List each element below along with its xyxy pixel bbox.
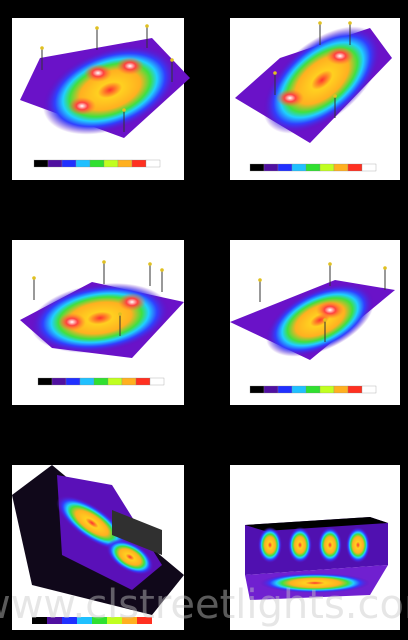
panel <box>12 465 184 630</box>
legend-swatch <box>103 159 119 168</box>
legend-swatch <box>37 377 53 386</box>
legend-swatch <box>291 385 307 394</box>
legend-swatch <box>135 377 151 386</box>
legend-swatch <box>305 163 321 172</box>
hot-spot <box>116 57 144 75</box>
luminaire <box>118 312 122 316</box>
legend-swatch <box>361 385 377 394</box>
legend-swatch <box>347 163 363 172</box>
panel <box>230 18 400 180</box>
luminaire <box>383 266 387 270</box>
legend-swatch <box>249 385 265 394</box>
legend-swatch <box>47 159 63 168</box>
legend-swatch <box>319 385 335 394</box>
heat-area <box>318 527 342 563</box>
legend-swatch <box>92 617 107 624</box>
heat-area <box>346 527 370 563</box>
luminaire <box>148 262 152 266</box>
panel <box>12 240 184 405</box>
wall-top <box>245 517 388 531</box>
legend-swatch <box>117 159 133 168</box>
luminaire <box>273 71 277 75</box>
legend-swatch <box>77 617 92 624</box>
legend-swatch <box>121 377 137 386</box>
panel <box>230 240 400 405</box>
legend-swatch <box>137 617 152 624</box>
legend-swatch <box>319 163 335 172</box>
legend-swatch <box>347 385 363 394</box>
legend-swatch <box>249 163 265 172</box>
heat-area <box>265 283 375 357</box>
watermark: www.clstreetlights.com <box>0 582 408 628</box>
legend-swatch <box>75 159 91 168</box>
hot-spot <box>58 313 86 331</box>
legend-swatch <box>277 385 293 394</box>
hot-spot <box>316 301 344 319</box>
legend-swatch <box>89 159 105 168</box>
panel <box>12 18 190 180</box>
heat-area <box>288 527 312 563</box>
luminaire <box>102 260 106 264</box>
hot-spot <box>68 97 96 115</box>
legend-swatch <box>131 159 147 168</box>
legend-swatch <box>263 163 279 172</box>
luminaire <box>160 268 164 272</box>
legend-swatch <box>152 617 167 624</box>
luminaire <box>40 46 44 50</box>
legend-swatch <box>93 377 109 386</box>
legend-swatch <box>62 617 77 624</box>
legend-swatch <box>33 159 49 168</box>
luminaire <box>348 21 352 25</box>
panel <box>230 465 400 630</box>
luminaire <box>328 262 332 266</box>
heat-area <box>258 527 282 563</box>
legend-swatch <box>149 377 165 386</box>
legend-swatch <box>305 385 321 394</box>
heat-area <box>106 539 154 575</box>
legend-swatch <box>47 617 62 624</box>
legend-swatch <box>361 163 377 172</box>
legend-swatch <box>79 377 95 386</box>
legend-swatch <box>333 163 349 172</box>
luminaire <box>170 58 174 62</box>
luminaire <box>145 24 149 28</box>
hot-spot <box>118 293 146 311</box>
legend-swatch <box>263 385 279 394</box>
luminaire <box>122 108 126 112</box>
luminaire <box>318 21 322 25</box>
luminaire <box>95 26 99 30</box>
legend-swatch <box>107 617 122 624</box>
legend-swatch <box>32 617 47 624</box>
luminaire <box>323 318 327 322</box>
legend-swatch <box>51 377 67 386</box>
legend-swatch <box>122 617 137 624</box>
legend-swatch <box>291 163 307 172</box>
building <box>112 510 162 555</box>
heat-area <box>260 573 370 593</box>
luminaire <box>333 94 337 98</box>
legend-swatch <box>333 385 349 394</box>
hot-spot <box>84 64 112 82</box>
luminaire <box>258 278 262 282</box>
heat-area <box>56 495 128 551</box>
legend-swatch <box>277 163 293 172</box>
legend-swatch <box>61 159 77 168</box>
luminaire <box>32 276 36 280</box>
hot-spot <box>326 47 354 65</box>
hot-spot <box>276 89 304 107</box>
legend-swatch <box>145 159 161 168</box>
legend-swatch <box>65 377 81 386</box>
legend-swatch <box>107 377 123 386</box>
